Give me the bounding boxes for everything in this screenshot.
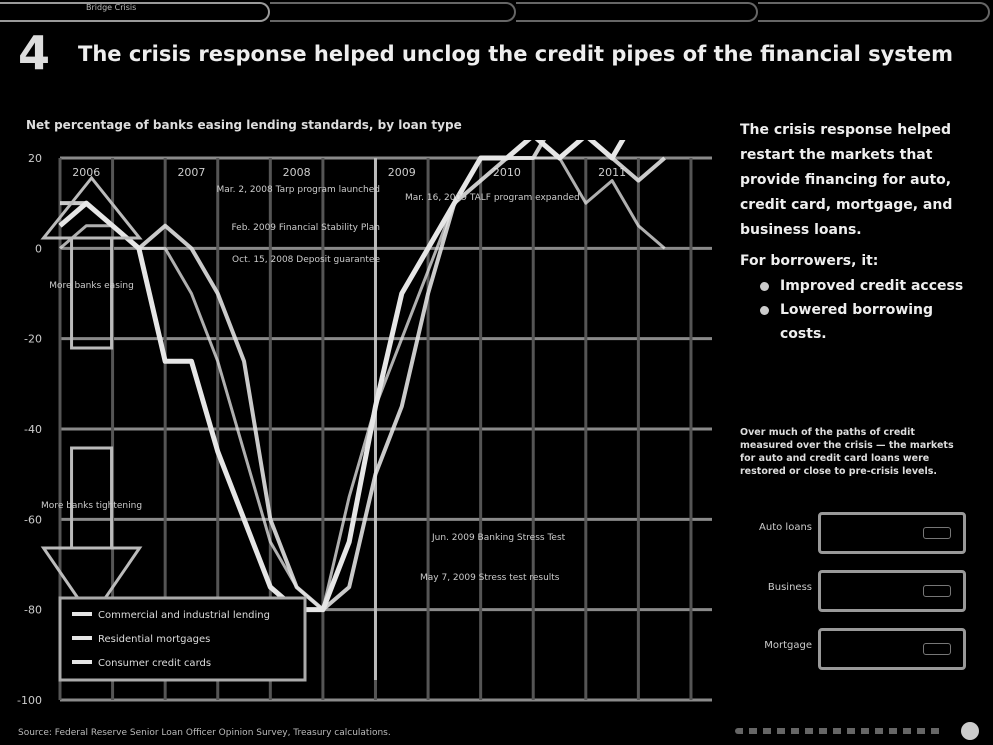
tab-label: Bridge Crisis — [86, 3, 137, 12]
bullet-dot-icon — [760, 282, 769, 291]
y-tick-label: -60 — [24, 513, 42, 526]
selector-auto[interactable]: Auto loans — [740, 512, 966, 554]
arrow-label-down: More banks tightening — [41, 501, 142, 511]
side-bullet-2: For borrowers, it: — [740, 253, 879, 269]
selector-box[interactable] — [818, 512, 966, 554]
chart-annotation: Jun. 2009 Banking Stress Test — [431, 533, 566, 543]
next-slide-button[interactable] — [961, 722, 979, 740]
slide-navigation — [735, 722, 985, 740]
chart-annotation: Oct. 15, 2008 Deposit guarantee — [232, 255, 380, 265]
selector-business[interactable]: Business — [740, 570, 966, 612]
y-tick-label: -40 — [24, 423, 42, 436]
series-line — [60, 140, 666, 612]
y-tick-label: -20 — [24, 333, 42, 346]
legend-box — [58, 596, 307, 682]
toggle-icon — [923, 643, 951, 655]
tab-3[interactable] — [516, 2, 758, 22]
tab-4[interactable] — [758, 2, 990, 22]
side-sub-bullet: Improved credit access — [740, 274, 970, 298]
selector-label: Mortgage — [764, 640, 812, 651]
series-line — [59, 156, 666, 612]
side-bullets: The crisis response helped restart the m… — [740, 118, 970, 346]
y-tick-label: 0 — [35, 242, 42, 255]
legend-label: Residential mortgages — [98, 634, 210, 645]
selector-box[interactable] — [818, 628, 966, 670]
side-bullet-1: The crisis response helped restart the m… — [740, 122, 953, 238]
year-tick-label: 2011 — [598, 166, 626, 179]
chart-annotation: Feb. 2009 Financial Stability Plan — [231, 223, 380, 233]
y-tick-label: -100 — [17, 694, 42, 707]
series-line — [58, 140, 626, 613]
legend-label: Commercial and industrial lending — [98, 610, 270, 621]
side-note: Over much of the paths of credit measure… — [740, 427, 954, 477]
arrow-shaft — [70, 446, 114, 550]
source-note: Source: Federal Reserve Senior Loan Offi… — [18, 728, 391, 738]
bullet-dot-icon — [760, 306, 769, 315]
tab-2[interactable] — [270, 2, 516, 22]
year-tick-label: 2006 — [72, 166, 100, 179]
selector-label: Auto loans — [759, 522, 812, 533]
y-tick-label: 20 — [28, 152, 42, 165]
line-chart: 20 0 -20 -40 -60 -80 -100 2006 2007 2008 2009 2010 2… — [17, 140, 712, 707]
y-tick-label: -80 — [24, 604, 42, 617]
year-tick-label: 2010 — [493, 166, 521, 179]
toggle-icon — [923, 527, 951, 539]
chart-caption: Net percentage of banks easing lending s… — [26, 118, 462, 132]
arrow-label-up: More banks easing — [49, 281, 134, 291]
toggle-icon — [923, 585, 951, 597]
tab-current[interactable] — [0, 2, 270, 22]
selector-label: Business — [767, 582, 812, 593]
progress-track[interactable] — [735, 728, 945, 734]
chart-annotation: May 7, 2009 Stress test results — [420, 573, 560, 583]
selector-mortgage[interactable]: Mortgage — [740, 628, 966, 670]
top-tab-bar: Bridge Crisis — [0, 0, 993, 22]
chart-annotation: Mar. 16, 2009 TALF program expanded — [405, 193, 580, 203]
legend-label: Consumer credit cards — [98, 658, 211, 669]
year-tick-label: 2008 — [283, 166, 311, 179]
year-tick-label: 2007 — [177, 166, 205, 179]
arrow-shaft — [70, 236, 114, 350]
selector-box[interactable] — [818, 570, 966, 612]
down-arrow-icon — [40, 546, 143, 621]
slide-number: 4 — [18, 26, 51, 80]
side-sub-bullet: Lowered borrowing costs. — [740, 298, 970, 346]
chart-annotation: Mar. 2, 2008 Tarp program launched — [217, 185, 381, 195]
slide-title: The crisis response helped unclog the cr… — [78, 42, 953, 66]
year-tick-label: 2009 — [388, 166, 416, 179]
